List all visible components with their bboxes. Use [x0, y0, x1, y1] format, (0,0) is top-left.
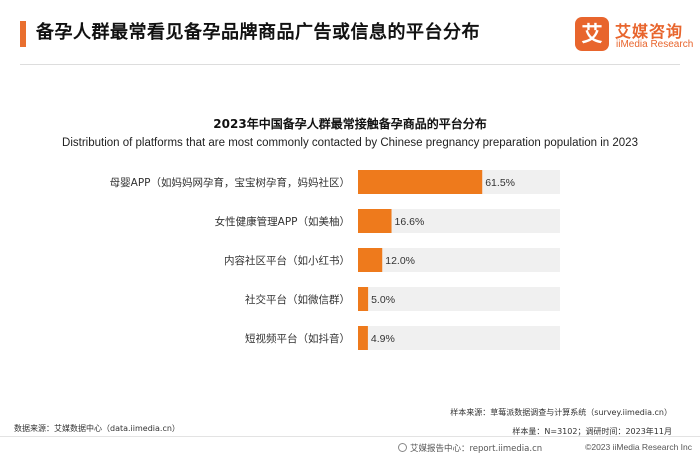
- bar-track: [358, 209, 560, 233]
- category-label: 母婴APP（如妈妈网孕育，宝宝树孕育，妈妈社区）: [110, 176, 350, 189]
- title-accent-bar: [20, 21, 26, 47]
- bar-track: [358, 287, 560, 311]
- category-label: 女性健康管理APP（如美柚）: [215, 215, 350, 228]
- bar: [358, 287, 369, 311]
- bar: [358, 209, 392, 233]
- bar-track: [358, 326, 560, 350]
- bar: [358, 326, 368, 350]
- category-label: 内容社区平台（如小红书）: [224, 254, 350, 267]
- category-label: 社交平台（如微信群）: [245, 293, 350, 306]
- value-label: 5.0%: [371, 294, 395, 306]
- report-center-text: 艾媒报告中心：report.iimedia.cn: [410, 444, 543, 454]
- logo-name-en: iiMedia Research: [616, 39, 694, 50]
- category-label: 短视频平台（如抖音）: [245, 332, 350, 345]
- report-center-link[interactable]: 艾媒报告中心：report.iimedia.cn: [398, 442, 542, 454]
- logo-mark-icon: 艾: [575, 17, 609, 51]
- page-title: 备孕人群最常看见备孕品牌商品广告或信息的平台分布: [36, 22, 480, 43]
- bar: [358, 248, 383, 272]
- chart-subtitle: Distribution of platforms that are most …: [62, 137, 638, 149]
- logo-name-cn: 艾媒咨询: [615, 22, 684, 41]
- copyright-text: ©2023 iiMedia Research Inc: [585, 442, 692, 452]
- value-label: 12.0%: [385, 255, 415, 267]
- brand-logo: 艾 艾媒咨询 iiMedia Research: [575, 17, 693, 57]
- data-source-note: 数据来源：艾媒数据中心（data.iimedia.cn）: [14, 424, 180, 433]
- header-divider: [20, 64, 680, 65]
- value-label: 4.9%: [371, 333, 395, 345]
- bar: [358, 170, 483, 194]
- value-label: 16.6%: [395, 216, 425, 228]
- sample-source-note: 样本来源：草莓派数据调查与计算系统（survey.iimedia.cn）: [450, 408, 672, 417]
- chart-title: 2023年中国备孕人群最常接触备孕商品的平台分布: [213, 117, 487, 131]
- sample-info-note: 样本量：N=3102；调研时间：2023年11月: [512, 427, 672, 436]
- bar-track: [358, 248, 560, 272]
- report-center-icon: [398, 443, 407, 452]
- footer-divider: [0, 436, 700, 437]
- value-label: 61.5%: [485, 177, 515, 189]
- bar-chart: 母婴APP（如妈妈网孕育，宝宝树孕育，妈妈社区） 61.5% 女性健康管理APP（如…: [110, 170, 560, 350]
